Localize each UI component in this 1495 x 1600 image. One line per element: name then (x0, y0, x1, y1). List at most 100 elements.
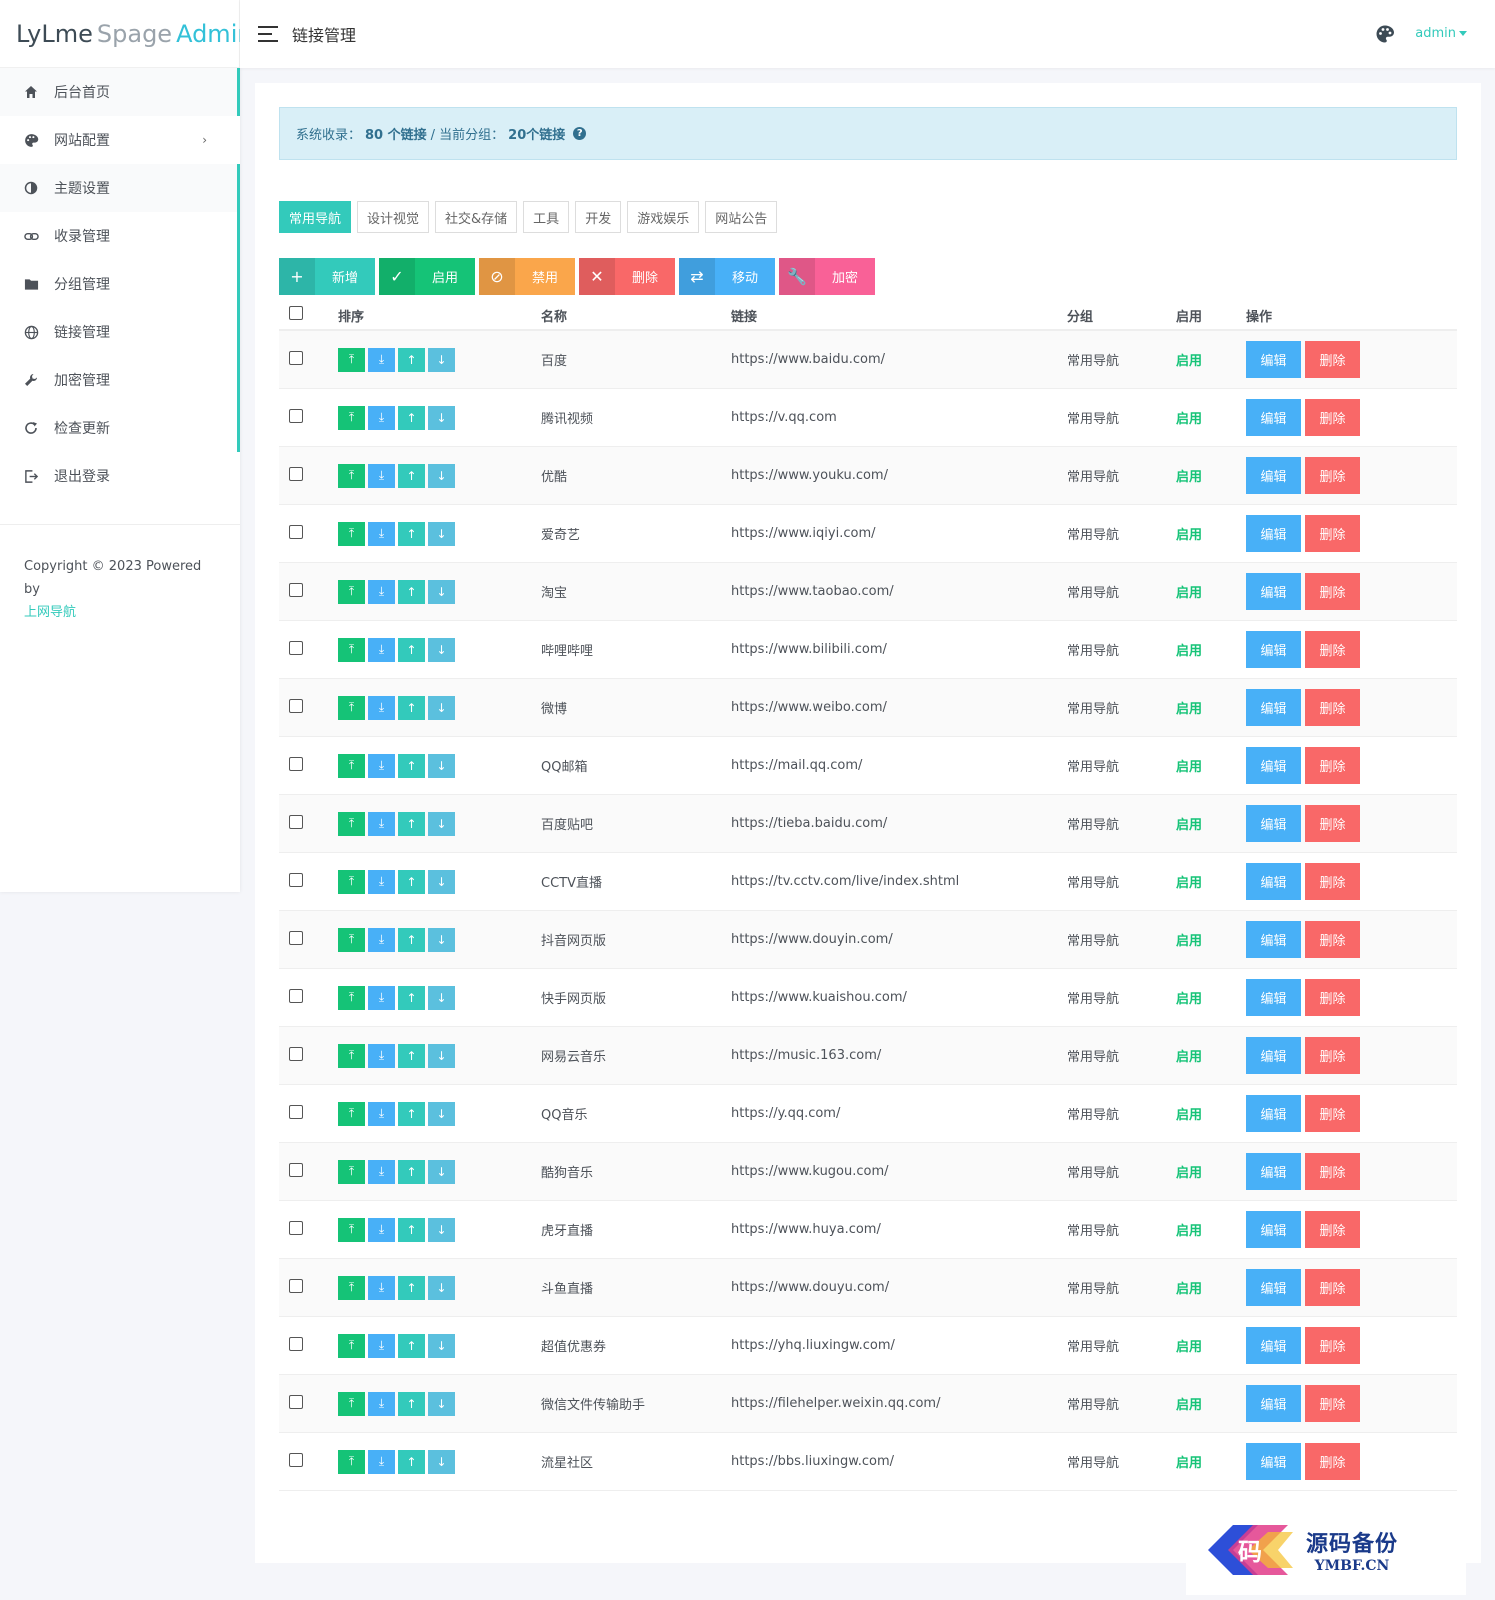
sidebar-item-3[interactable]: 收录管理 (0, 212, 240, 260)
delete-button[interactable]: 删除 (1305, 1385, 1360, 1422)
move-bottom-icon[interactable]: ⤓ (368, 753, 395, 778)
move-up-icon[interactable]: ↑ (398, 927, 425, 952)
row-checkbox[interactable] (289, 1046, 303, 1061)
del-button[interactable]: ✕ 删除 (579, 258, 675, 295)
row-checkbox[interactable] (289, 1452, 303, 1467)
move-top-icon[interactable]: ⤒ (338, 463, 365, 488)
move-bottom-icon[interactable]: ⤓ (368, 463, 395, 488)
move-down-icon[interactable]: ↓ (428, 1449, 455, 1474)
row-checkbox[interactable] (289, 408, 303, 423)
sidebar-item-7[interactable]: 检查更新 (0, 404, 240, 452)
move-top-icon[interactable]: ⤒ (338, 405, 365, 430)
move-up-icon[interactable]: ↑ (398, 695, 425, 720)
move-top-icon[interactable]: ⤒ (338, 811, 365, 836)
move-top-icon[interactable]: ⤒ (338, 1449, 365, 1474)
move-top-icon[interactable]: ⤒ (338, 869, 365, 894)
move-up-icon[interactable]: ↑ (398, 1333, 425, 1358)
tab-3[interactable]: 工具 (523, 201, 570, 233)
row-checkbox[interactable] (289, 350, 303, 365)
move-top-icon[interactable]: ⤒ (338, 521, 365, 546)
delete-button[interactable]: 删除 (1305, 457, 1360, 494)
row-checkbox[interactable] (289, 640, 303, 655)
move-down-icon[interactable]: ↓ (428, 927, 455, 952)
move-up-icon[interactable]: ↑ (398, 1217, 425, 1242)
move-top-icon[interactable]: ⤒ (338, 1275, 365, 1300)
move-bottom-icon[interactable]: ⤓ (368, 405, 395, 430)
row-checkbox[interactable] (289, 1336, 303, 1351)
move-top-icon[interactable]: ⤒ (338, 1333, 365, 1358)
theme-palette-icon[interactable] (1375, 24, 1395, 44)
on-button[interactable]: ✓ 启用 (379, 258, 475, 295)
sidebar-item-5[interactable]: 链接管理 (0, 308, 240, 356)
move-up-icon[interactable]: ↑ (398, 405, 425, 430)
row-checkbox[interactable] (289, 756, 303, 771)
select-all-checkbox[interactable] (289, 306, 303, 320)
app-logo[interactable]: LyLme Spage Admin (0, 0, 253, 68)
move-up-icon[interactable]: ↑ (398, 985, 425, 1010)
move-bottom-icon[interactable]: ⤓ (368, 927, 395, 952)
move-bottom-icon[interactable]: ⤓ (368, 869, 395, 894)
row-checkbox[interactable] (289, 698, 303, 713)
row-checkbox[interactable] (289, 582, 303, 597)
move-up-icon[interactable]: ↑ (398, 869, 425, 894)
move-up-icon[interactable]: ↑ (398, 1275, 425, 1300)
move-down-icon[interactable]: ↓ (428, 1043, 455, 1068)
move-down-icon[interactable]: ↓ (428, 521, 455, 546)
move-up-icon[interactable]: ↑ (398, 521, 425, 546)
move-bottom-icon[interactable]: ⤓ (368, 637, 395, 662)
edit-button[interactable]: 编辑 (1246, 1153, 1301, 1190)
tab-6[interactable]: 网站公告 (705, 201, 778, 233)
edit-button[interactable]: 编辑 (1246, 1037, 1301, 1074)
move-down-icon[interactable]: ↓ (428, 579, 455, 604)
edit-button[interactable]: 编辑 (1246, 863, 1301, 900)
edit-button[interactable]: 编辑 (1246, 457, 1301, 494)
delete-button[interactable]: 删除 (1305, 863, 1360, 900)
tab-1[interactable]: 设计视觉 (357, 201, 430, 233)
move-bottom-icon[interactable]: ⤓ (368, 579, 395, 604)
move-top-icon[interactable]: ⤒ (338, 347, 365, 372)
move-down-icon[interactable]: ↓ (428, 347, 455, 372)
row-checkbox[interactable] (289, 872, 303, 887)
move-down-icon[interactable]: ↓ (428, 869, 455, 894)
move-down-icon[interactable]: ↓ (428, 811, 455, 836)
move-top-icon[interactable]: ⤒ (338, 1217, 365, 1242)
row-checkbox[interactable] (289, 466, 303, 481)
edit-button[interactable]: 编辑 (1246, 1385, 1301, 1422)
row-checkbox[interactable] (289, 988, 303, 1003)
move-down-icon[interactable]: ↓ (428, 405, 455, 430)
delete-button[interactable]: 删除 (1305, 747, 1360, 784)
move-up-icon[interactable]: ↑ (398, 463, 425, 488)
delete-button[interactable]: 删除 (1305, 1095, 1360, 1132)
enc-button[interactable]: 🔧 加密 (779, 258, 875, 295)
move-down-icon[interactable]: ↓ (428, 1391, 455, 1416)
edit-button[interactable]: 编辑 (1246, 515, 1301, 552)
edit-button[interactable]: 编辑 (1246, 805, 1301, 842)
help-icon[interactable]: ? (573, 127, 587, 140)
move-up-icon[interactable]: ↑ (398, 637, 425, 662)
sidebar-item-4[interactable]: 分组管理 (0, 260, 240, 308)
edit-button[interactable]: 编辑 (1246, 1211, 1301, 1248)
delete-button[interactable]: 删除 (1305, 1153, 1360, 1190)
move-bottom-icon[interactable]: ⤓ (368, 811, 395, 836)
user-dropdown[interactable]: admin (1415, 26, 1467, 41)
tab-0[interactable]: 常用导航 (279, 201, 352, 233)
move-down-icon[interactable]: ↓ (428, 1217, 455, 1242)
row-checkbox[interactable] (289, 930, 303, 945)
row-checkbox[interactable] (289, 524, 303, 539)
move-bottom-icon[interactable]: ⤓ (368, 1449, 395, 1474)
move-up-icon[interactable]: ↑ (398, 1043, 425, 1068)
move-top-icon[interactable]: ⤒ (338, 985, 365, 1010)
row-checkbox[interactable] (289, 1278, 303, 1293)
move-down-icon[interactable]: ↓ (428, 1101, 455, 1126)
delete-button[interactable]: 删除 (1305, 1211, 1360, 1248)
edit-button[interactable]: 编辑 (1246, 399, 1301, 436)
move-bottom-icon[interactable]: ⤓ (368, 985, 395, 1010)
row-checkbox[interactable] (289, 1104, 303, 1119)
delete-button[interactable]: 删除 (1305, 689, 1360, 726)
delete-button[interactable]: 删除 (1305, 515, 1360, 552)
delete-button[interactable]: 删除 (1305, 1443, 1360, 1480)
move-down-icon[interactable]: ↓ (428, 1275, 455, 1300)
delete-button[interactable]: 删除 (1305, 1269, 1360, 1306)
move-bottom-icon[interactable]: ⤓ (368, 1333, 395, 1358)
move-bottom-icon[interactable]: ⤓ (368, 1391, 395, 1416)
